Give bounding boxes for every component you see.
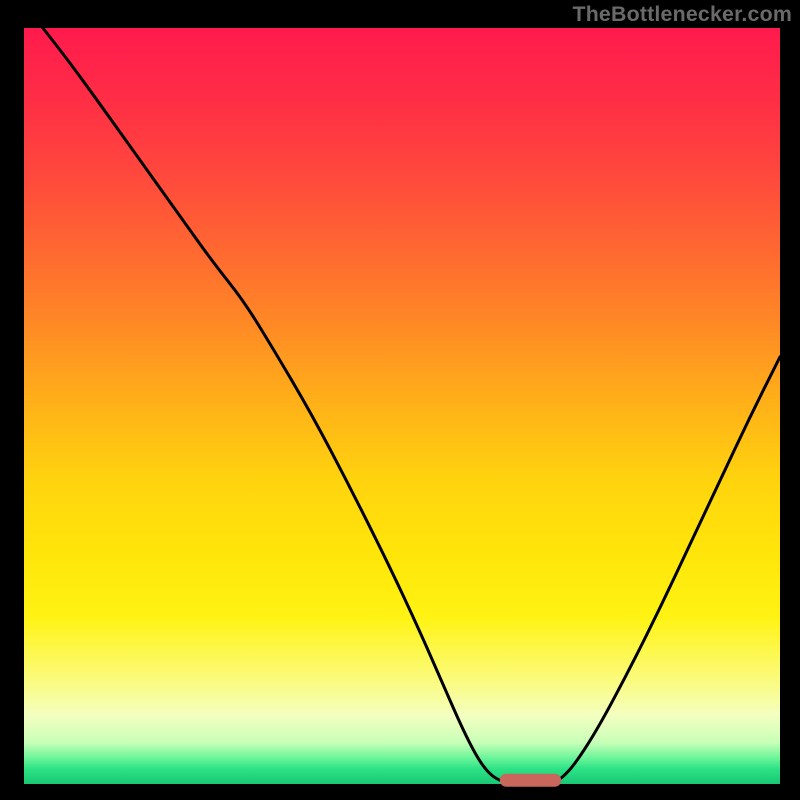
optimal-dot <box>545 774 557 786</box>
bottleneck-curve-chart <box>0 0 800 800</box>
plot-background <box>24 28 780 784</box>
optimal-dot <box>527 774 539 786</box>
optimal-dot <box>505 774 517 786</box>
optimal-range-dots <box>505 774 557 786</box>
watermark-text: TheBottlenecker.com <box>572 2 792 27</box>
chart-root: TheBottlenecker.com <box>0 0 800 800</box>
optimal-dot <box>516 774 528 786</box>
